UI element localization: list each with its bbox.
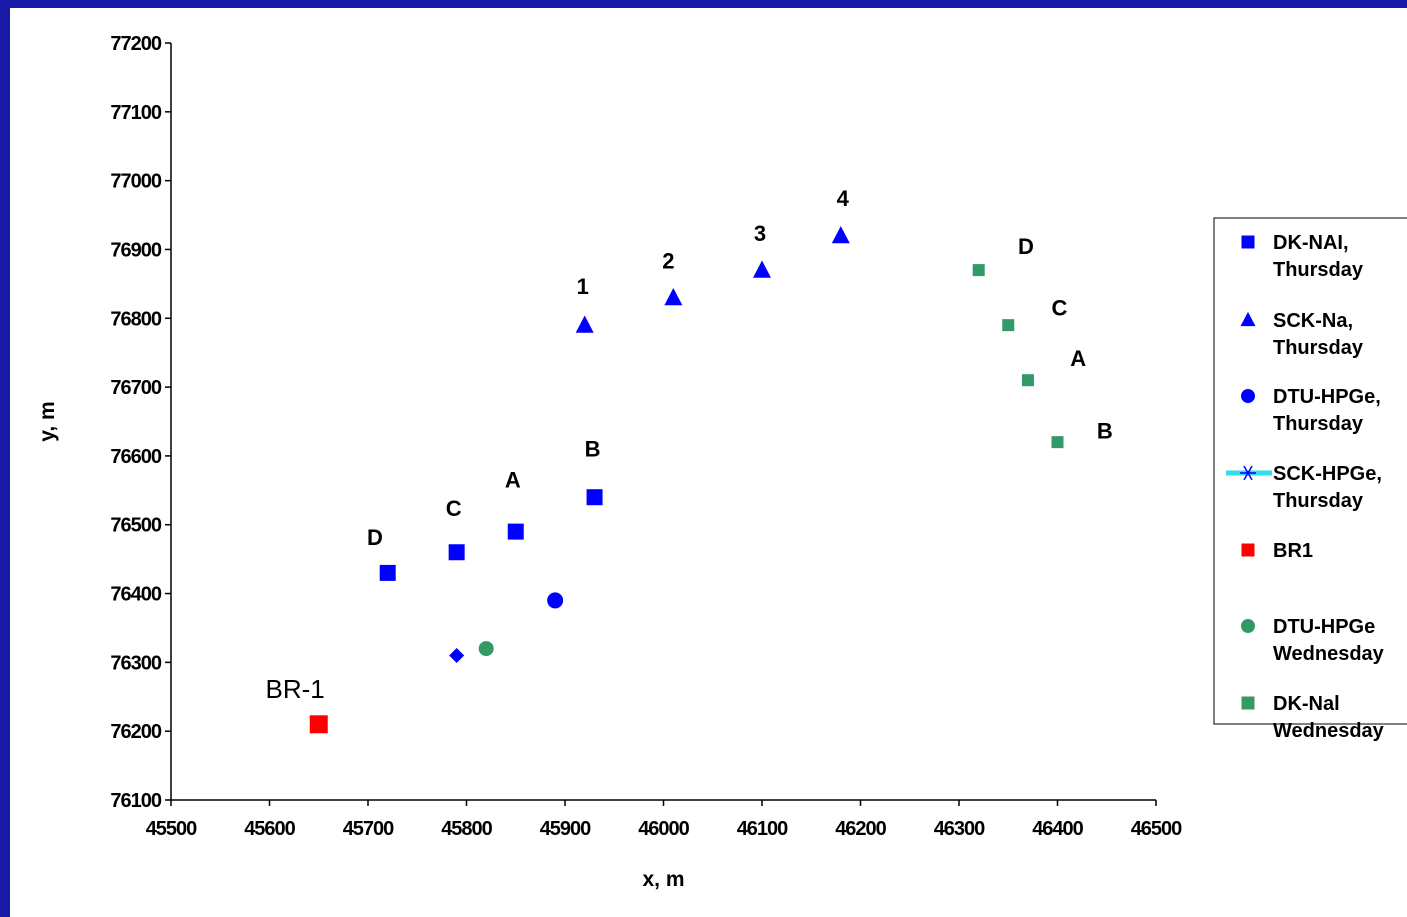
y-tick-label: 76200 [110, 721, 161, 743]
data-point [575, 315, 594, 333]
point-annotation: 3 [754, 221, 766, 246]
legend-label: BR1 [1273, 540, 1313, 562]
data-point [379, 564, 396, 581]
x-axis-title: x, m [642, 868, 684, 891]
legend-marker [1241, 619, 1255, 633]
legend-marker [1241, 696, 1255, 710]
y-tick-label: 76400 [110, 584, 161, 606]
legend-label: Thursday [1273, 259, 1364, 281]
x-tick-label: 46200 [835, 818, 886, 840]
point-annotation: D [1018, 234, 1034, 259]
legend-label: DTU-HPGe, [1273, 386, 1381, 408]
data-point [664, 288, 683, 306]
scatter-chart: 76100 76200 76300 76400 76500 76600 76700 76800… [36, 33, 1407, 891]
data-point [478, 641, 494, 657]
y-tick-label: 77000 [110, 171, 161, 193]
axes: 76100 76200 76300 76400 76500 76600 76700 76800… [110, 33, 1183, 840]
point-annotation: D [367, 525, 383, 550]
y-tick-label: 77100 [110, 102, 161, 124]
y-tick-label: 76900 [110, 239, 161, 261]
y-tick-label: 76800 [110, 308, 161, 330]
legend-label: SCK-HPGe, [1273, 463, 1382, 485]
data-point [449, 647, 465, 663]
x-tick-label: 45700 [343, 818, 394, 840]
x-tick-label: 45800 [441, 818, 492, 840]
data-point [1002, 319, 1015, 332]
legend-star-stroke [1243, 465, 1253, 481]
legend-label: Thursday [1273, 337, 1364, 359]
y-axis-title: y, m [36, 401, 59, 441]
data-point [448, 544, 465, 561]
x-tick-label: 46300 [934, 818, 985, 840]
point-annotation: 1 [577, 274, 589, 299]
data-point [547, 592, 564, 609]
x-tick-label: 46000 [638, 818, 689, 840]
point-annotation: A [1070, 346, 1086, 371]
data-point [972, 264, 985, 277]
legend-marker [1241, 543, 1255, 557]
data-point [1021, 374, 1034, 387]
legend-label: DK-Nal [1273, 693, 1340, 715]
point-annotation: 4 [837, 186, 850, 211]
data-points [309, 226, 1064, 734]
point-annotation: B [1097, 418, 1113, 443]
point-annotation: C [1052, 295, 1068, 320]
annotations: D C A B 1 2 3 4 D C A B BR-1 [265, 186, 1112, 704]
y-tick-label: 77200 [110, 33, 161, 55]
point-annotation: 2 [662, 248, 674, 273]
chart-frame: 76100 76200 76300 76400 76500 76600 76700 76800… [10, 8, 1407, 917]
point-annotation: A [505, 467, 521, 492]
legend-marker [1240, 465, 1256, 481]
legend-marker [1241, 235, 1255, 249]
legend-label: DK-NAI, [1273, 232, 1349, 254]
legend-label: Wednesday [1273, 643, 1385, 665]
legend-marker [1241, 389, 1255, 403]
point-annotation: C [446, 496, 462, 521]
legend-label: DTU-HPGe [1273, 616, 1375, 638]
y-tick-label: 76700 [110, 377, 161, 399]
point-annotation: BR-1 [265, 674, 324, 704]
data-point [753, 260, 771, 278]
y-tick-label: 76500 [110, 515, 161, 537]
y-tick-label: 76100 [110, 790, 161, 812]
data-point [831, 226, 850, 244]
data-point [507, 523, 524, 540]
legend-label: SCK-Na, [1273, 310, 1353, 332]
x-tick-label: 46500 [1131, 818, 1182, 840]
x-tick-label: 45500 [146, 818, 197, 840]
legend-label: Thursday [1273, 413, 1364, 435]
point-annotation: B [585, 436, 601, 461]
x-tick-label: 46100 [737, 818, 788, 840]
x-tick-label: 45600 [244, 818, 295, 840]
data-point [1051, 436, 1064, 449]
legend-marker [1240, 311, 1256, 327]
data-point [309, 715, 328, 734]
data-point [586, 489, 603, 506]
legend-label: Thursday [1273, 490, 1364, 512]
x-tick-label: 46400 [1032, 818, 1083, 840]
y-tick-label: 76300 [110, 652, 161, 674]
x-tick-label: 45900 [540, 818, 591, 840]
legend: DK-NAI, Thursday SCK-Na, Thursday DTU-HPGe, T… [1213, 217, 1407, 742]
y-tick-label: 76600 [110, 446, 161, 468]
legend-label: Wednesday [1273, 720, 1385, 742]
